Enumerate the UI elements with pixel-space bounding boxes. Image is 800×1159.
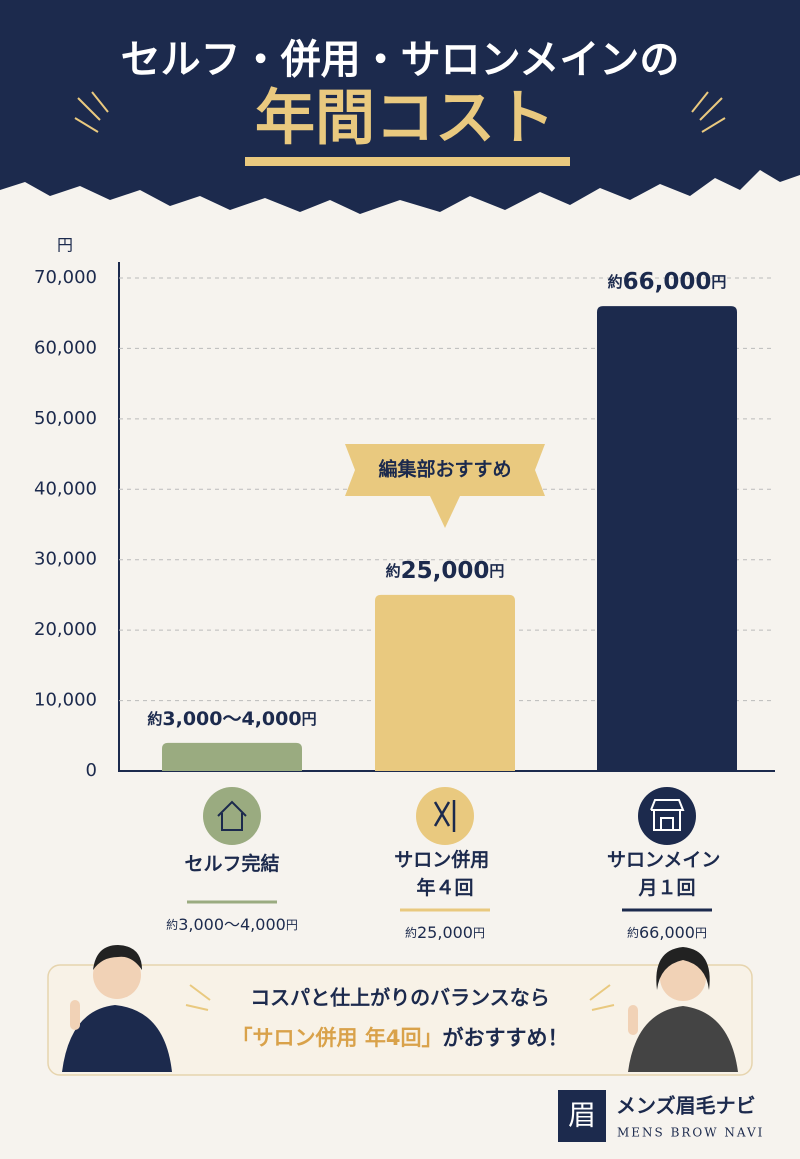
logo-name-en: MENS BROW NAVI [617, 1126, 764, 1140]
recommendation-line1: コスパと仕上がりのバランスなら [250, 986, 550, 1010]
bar [162, 742, 302, 771]
recommendation-box [47, 964, 753, 1076]
y-tick-label: 50,000 [34, 408, 97, 429]
category-note: 約66,000円 [627, 923, 707, 942]
category-label: セルフ完結 [184, 852, 279, 875]
bar [375, 594, 515, 771]
recommendation-rest: がおすすめ！ [442, 1026, 568, 1050]
y-tick-label: 60,000 [34, 337, 97, 358]
person-right [628, 947, 738, 1072]
value-label: 約25,000円 [386, 557, 505, 583]
category-label: サロン併用 年４回 [394, 848, 496, 899]
y-tick-label: 70,000 [34, 267, 97, 288]
icon-circle [416, 787, 474, 845]
value-label: 約66,000円 [608, 269, 727, 295]
person-left [62, 945, 172, 1072]
y-tick-label: 30,000 [34, 549, 97, 570]
icon-house [217, 800, 247, 831]
header-band [0, 0, 800, 214]
title-line1: セルフ・併用・サロンメインの [121, 37, 680, 83]
category-label: サロンメイン 月１回 [607, 849, 727, 899]
logo-mark-box [558, 1090, 606, 1142]
y-tick-label: 20,000 [34, 619, 97, 640]
bar [597, 306, 737, 771]
title-underline [245, 157, 570, 166]
category-note: 約3,000〜4,000円 [166, 915, 298, 934]
icon-circle [638, 787, 696, 845]
category-note: 約25,000円 [405, 923, 485, 942]
callout [345, 444, 545, 528]
logo-name: メンズ眉毛ナビ [616, 1094, 756, 1118]
title-line2: 年間コスト [255, 84, 555, 154]
category-icon [203, 787, 261, 845]
icon-scissors [433, 800, 456, 832]
logo-mark: 眉 [568, 1099, 596, 1132]
icon-store [650, 799, 685, 831]
value-label: 約3,000〜4,000円 [147, 707, 316, 729]
y-tick-label: 0 [86, 760, 97, 781]
recommendation-line2: 「サロン併用 年4回」がおすすめ！ [232, 1026, 569, 1050]
y-tick-label: 10,000 [34, 690, 97, 711]
y-unit: 円 [57, 236, 73, 255]
callout-label: 編集部おすすめ [378, 458, 511, 481]
recommendation-highlight: 「サロン併用 年4回」 [232, 1026, 443, 1050]
header-rays [74, 91, 726, 133]
category-icon [416, 787, 474, 845]
category-icon [638, 787, 696, 845]
icon-circle [203, 787, 261, 845]
box-rays [185, 984, 615, 1011]
y-tick-label: 40,000 [34, 478, 97, 499]
